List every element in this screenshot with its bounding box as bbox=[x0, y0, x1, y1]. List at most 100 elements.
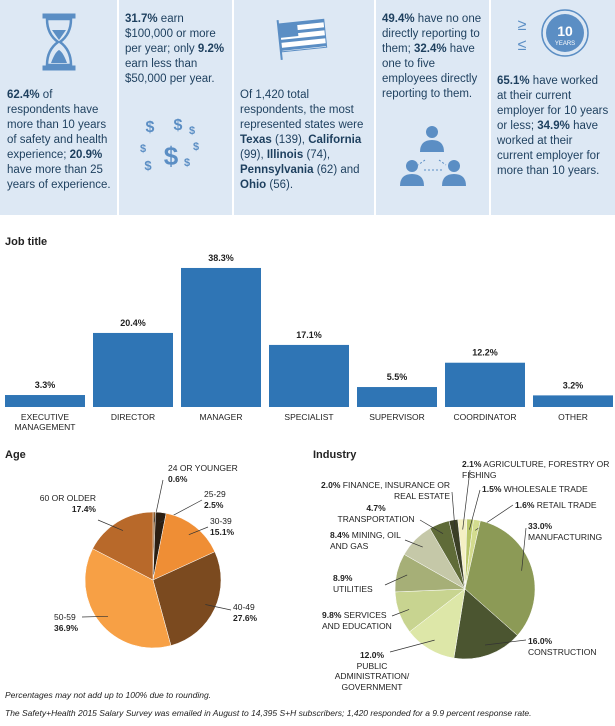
bar bbox=[533, 395, 613, 407]
highlight-figure: Illinois bbox=[266, 149, 304, 161]
dollar-icon: $ bbox=[189, 125, 195, 137]
symbol: ≥ bbox=[518, 17, 527, 34]
slice-value: 17.4% bbox=[71, 503, 96, 514]
dollar-icon: $ bbox=[140, 143, 146, 155]
slice-label: 9.8% SERVICES AND EDUCATION bbox=[322, 610, 400, 631]
slice-label: 8.9% UTILITIES bbox=[333, 573, 383, 594]
value-label: 3.2% bbox=[563, 380, 584, 390]
icon-part bbox=[281, 43, 327, 51]
highlight-figure: 32.4% bbox=[413, 43, 447, 55]
icon-part bbox=[276, 20, 283, 61]
highlight-figure: 20.9% bbox=[69, 149, 103, 161]
slice-label: 33.0% MANUFACTURING bbox=[528, 521, 613, 542]
leader-line bbox=[97, 519, 124, 531]
slice-name: FINANCE, INSURANCE OR REAL ESTATE bbox=[342, 480, 450, 501]
icon-part bbox=[417, 159, 447, 171]
highlight-text: Of 1,420 total respondents, the most rep… bbox=[240, 88, 370, 193]
leader-line bbox=[188, 526, 209, 535]
pie-slice bbox=[152, 512, 216, 581]
icon-part bbox=[448, 160, 460, 172]
bar bbox=[5, 395, 85, 407]
slice-name: 50-59 bbox=[54, 612, 76, 622]
leader-line bbox=[205, 604, 232, 611]
leader-line bbox=[462, 469, 471, 530]
leader-line bbox=[469, 489, 481, 530]
slice-label: 8.4% MINING, OIL AND GAS bbox=[330, 530, 402, 551]
slice-name: MINING, OIL AND GAS bbox=[330, 530, 401, 551]
highlight-phrase: Of 1,420 total respondents, the most rep… bbox=[240, 89, 364, 131]
slice-name: TRANSPORTATION bbox=[337, 513, 415, 524]
highlight-text: 65.1% have worked at their current emplo… bbox=[497, 74, 609, 179]
icon-part bbox=[51, 30, 67, 63]
slice-label: 12.0% PUBLIC ADMINISTRATION/ GOVERNMENT bbox=[324, 650, 420, 692]
highlight-phrase: (139), bbox=[271, 134, 309, 146]
slice-name: 60 OR OLDER bbox=[39, 493, 96, 503]
leader-line bbox=[521, 527, 527, 571]
highlight-figure: Ohio bbox=[240, 179, 267, 191]
highlight-phrase: (62) and bbox=[313, 164, 360, 176]
separator bbox=[117, 0, 119, 215]
badge-number: 10 bbox=[557, 23, 573, 39]
pie-slice bbox=[453, 588, 518, 660]
highlight-phrase: earn $100,000 or more per year; only bbox=[125, 13, 216, 55]
separator bbox=[232, 0, 234, 215]
value-label: 17.1% bbox=[296, 330, 322, 340]
symbol: ≤ bbox=[518, 37, 527, 54]
highlight-text: 31.7% earn $100,000 or more per year; on… bbox=[125, 12, 229, 87]
pie-slice bbox=[152, 551, 222, 646]
slice-name: PUBLIC ADMINISTRATION/ GOVERNMENT bbox=[334, 660, 410, 692]
highlight-phrase: have more than 25 years of experience. bbox=[7, 164, 111, 191]
slice-label: 2.1% AGRICULTURE, FORESTRY OR FISHING bbox=[462, 459, 612, 480]
slice-value: 2.5% bbox=[204, 499, 224, 510]
slice-label: 60 OR OLDER 17.4% bbox=[36, 493, 96, 514]
slice-name: WHOLESALE TRADE bbox=[503, 484, 588, 494]
dollar-icon: $ bbox=[184, 157, 190, 169]
icon-part bbox=[406, 160, 418, 172]
slice-value: 16.0% bbox=[528, 636, 553, 646]
highlight-phrase: (99), bbox=[240, 149, 267, 161]
badge-icon bbox=[541, 9, 589, 57]
dollar-icon: $ bbox=[144, 158, 152, 173]
highlight-figure: 65.1% bbox=[497, 75, 530, 87]
highlight-figure: Pennsylvania bbox=[240, 164, 314, 176]
slice-value: 12.0% bbox=[359, 650, 385, 660]
x-tick-label: OTHER bbox=[558, 412, 588, 422]
highlight-phrase: have worked at their current employer fo… bbox=[497, 75, 609, 132]
highlight-phrase: (74), bbox=[303, 149, 331, 161]
leader-line bbox=[384, 574, 408, 586]
slice-name: 24 OR YOUNGER bbox=[168, 463, 238, 473]
chart-title: Industry bbox=[313, 449, 357, 461]
value-label: 20.4% bbox=[120, 318, 146, 328]
slice-label: 1.6% RETAIL TRADE bbox=[515, 500, 615, 511]
slice-value: 8.4% bbox=[330, 530, 350, 540]
highlights-panel: $ $ $ $ $ $ $ $10 YEARS ≥ ≤ 62.4% of respondents h… bbox=[0, 0, 615, 215]
slice-value: 9.8% bbox=[322, 610, 342, 620]
slice-name: UTILITIES bbox=[333, 583, 373, 594]
footnote: The Safety+Health 2015 Salary Survey was… bbox=[5, 708, 532, 718]
slice-value: 1.6% bbox=[515, 500, 535, 510]
flag-icon bbox=[276, 18, 328, 61]
slice-name: AGRICULTURE, FORESTRY OR FISHING bbox=[462, 459, 610, 480]
slice-label: 16.0% CONSTRUCTION bbox=[528, 636, 608, 657]
icon-part bbox=[279, 22, 299, 38]
slice-value: 33.0% bbox=[528, 521, 553, 531]
dollar-icon: $ bbox=[174, 117, 183, 134]
icon-part bbox=[280, 35, 326, 43]
slice-label: 4.7% TRANSPORTATION bbox=[336, 503, 416, 524]
highlight-figure: Texas bbox=[240, 134, 272, 146]
leader-line bbox=[81, 615, 109, 618]
leader-line bbox=[389, 639, 435, 653]
highlight-text: 49.4% have no one directly reporting to … bbox=[382, 12, 486, 102]
icon-part bbox=[546, 14, 584, 52]
bar bbox=[93, 332, 173, 407]
leader-line bbox=[419, 519, 444, 535]
slice-value: 8.9% bbox=[333, 573, 353, 583]
leader-line bbox=[484, 639, 527, 646]
highlight-figure: 34.9% bbox=[537, 120, 570, 132]
slice-name: 30-39 bbox=[210, 516, 232, 526]
slice-label: 25-29 2.5% bbox=[204, 489, 254, 510]
bar bbox=[357, 387, 437, 407]
highlight-phrase: earn less than $50,000 per year. bbox=[125, 58, 215, 85]
